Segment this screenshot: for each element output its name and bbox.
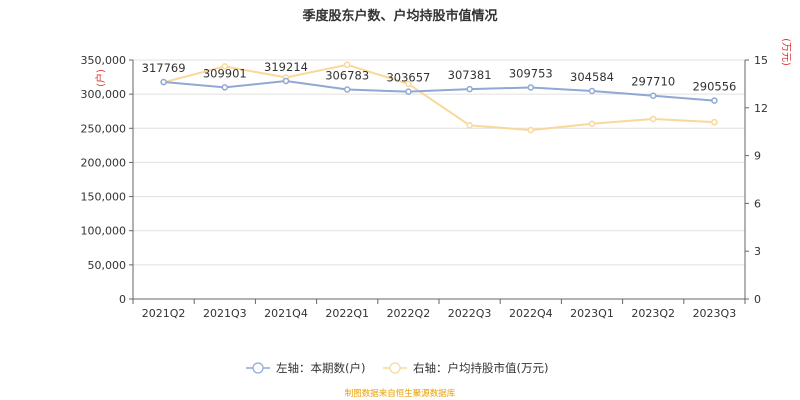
data-point-avg-value <box>711 118 718 126</box>
gridlines <box>133 59 745 266</box>
x-tick-label: 2023Q2 <box>631 307 675 320</box>
legend-marker-households <box>252 362 264 374</box>
data-point-avg-value <box>527 126 535 134</box>
legend-item-households[interactable]: 左轴：本期数(户) <box>246 361 365 375</box>
data-point-avg-value <box>405 80 412 88</box>
left-tick-label: 150,000 <box>81 191 127 204</box>
data-point-households <box>466 85 473 93</box>
data-label: 304584 <box>570 70 614 84</box>
x-tick-label: 2022Q4 <box>509 307 553 320</box>
right-tick-label: 6 <box>754 197 761 210</box>
right-tick-label: 15 <box>754 54 768 67</box>
left-tick-label: 100,000 <box>81 225 127 238</box>
left-tick-label: 300,000 <box>81 88 127 101</box>
right-tick-label: 3 <box>754 245 761 258</box>
legend-label-avg-value: 右轴：户均持股市值(万元) <box>413 361 548 375</box>
series: 317769 309901 319214 306783 303657 307381 3097… <box>142 60 736 134</box>
x-tick-label: 2023Q3 <box>693 307 737 320</box>
axes: 0 50,000 100,000 150,000 200,000 250,000 300,0… <box>81 54 769 320</box>
data-label: 290556 <box>692 80 736 94</box>
data-label: 297710 <box>631 75 675 89</box>
left-tick-label: 250,000 <box>81 122 127 135</box>
legend-label-households: 左轴：本期数(户) <box>276 361 365 375</box>
data-point-avg-value <box>649 115 657 123</box>
left-tick-label: 50,000 <box>88 259 127 272</box>
data-point-households <box>282 77 290 85</box>
data-label: 309753 <box>509 66 553 80</box>
x-tick-label: 2021Q3 <box>203 307 247 320</box>
right-tick-label: 9 <box>754 150 761 163</box>
data-label: 319214 <box>264 60 308 74</box>
x-tick-label: 2021Q2 <box>142 307 186 320</box>
right-tick-label: 0 <box>754 293 761 306</box>
data-point-households <box>160 78 167 86</box>
data-point-households <box>649 92 657 99</box>
chart-title: 季度股东户数、户均持股市值情况 <box>301 8 497 24</box>
data-point-avg-value <box>588 120 596 127</box>
series-line-households <box>163 80 715 102</box>
left-tick-label: 200,000 <box>81 156 127 169</box>
legend-marker-avg-value <box>389 362 401 374</box>
data-label: 307381 <box>448 68 492 82</box>
data-point-avg-value <box>343 61 351 69</box>
left-axis-unit: (户) <box>94 69 107 87</box>
data-point-households <box>343 86 351 93</box>
x-tick-label: 2023Q1 <box>570 307 614 320</box>
data-label: 306783 <box>325 69 369 83</box>
series-line-avg-value <box>163 63 715 132</box>
data-point-avg-value <box>221 63 229 70</box>
x-tick-label: 2021Q4 <box>264 307 308 320</box>
x-tick-label: 2022Q1 <box>325 307 369 320</box>
data-point-households <box>221 84 229 91</box>
data-point-households <box>527 84 535 91</box>
left-tick-label: 0 <box>119 293 126 306</box>
x-tick-label: 2022Q3 <box>448 307 492 320</box>
data-point-avg-value <box>466 122 473 129</box>
data-label: 303657 <box>386 71 430 85</box>
right-tick-label: 12 <box>754 102 768 115</box>
source-note: 制图数据来自恒生聚源数据库 <box>345 388 456 399</box>
legend[interactable]: 左轴：本期数(户) 右轴：户均持股市值(万元) <box>246 361 548 375</box>
data-label: 309901 <box>203 66 247 80</box>
legend-item-avg-value[interactable]: 右轴：户均持股市值(万元) <box>383 361 548 375</box>
right-axis-unit: (万元) <box>780 38 791 66</box>
data-point-households <box>588 87 596 95</box>
data-label: 317769 <box>142 61 186 75</box>
left-tick-label: 350,000 <box>81 54 127 67</box>
data-point-households <box>405 88 412 95</box>
x-tick-label: 2022Q2 <box>387 307 431 320</box>
data-point-households <box>711 97 718 104</box>
